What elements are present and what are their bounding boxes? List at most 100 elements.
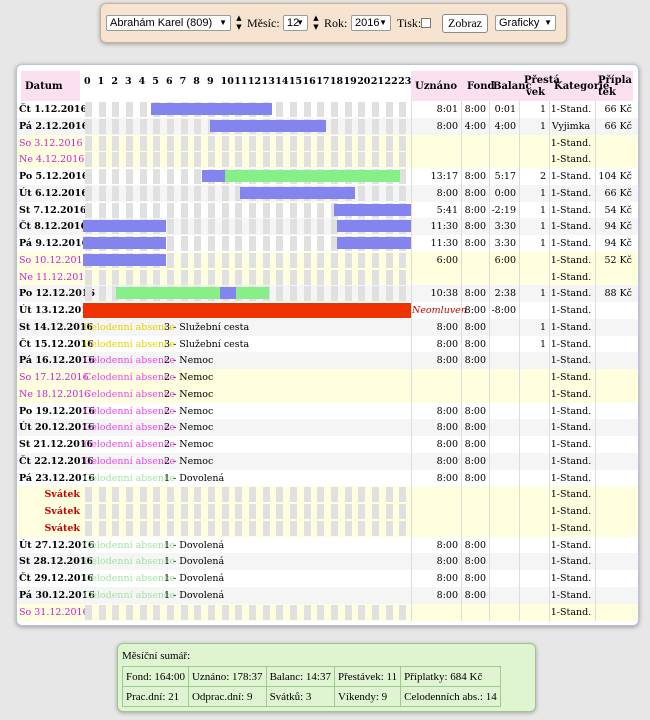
row-approved-cell [411,586,461,604]
summary-title: Měsíční sumář: [122,650,191,662]
row-approved-cell [411,369,461,386]
hour-cell [221,202,229,218]
show-button[interactable]: Zobraz [442,14,488,33]
hour-cell [85,102,92,117]
hour-cell [85,504,92,519]
employee-select[interactable]: Abrahám Karel (809) ▼ [106,15,231,31]
hour-cell [385,135,393,151]
row-fund [462,486,486,503]
hour-cell [112,520,120,536]
row-approved: 10:38 [430,288,458,300]
work-bar [201,170,226,182]
hour-cell [371,252,379,268]
header-hour: 0 [84,76,91,87]
hour-cell [276,219,284,235]
hour-cell [358,604,366,620]
hour-cell [125,202,133,218]
row-approved: 8:00 [436,455,458,467]
row-balance [490,604,516,621]
row-bonus [596,436,632,453]
work-bar [151,103,272,115]
row-breaks [520,135,546,152]
hour-cell [248,604,256,620]
table-row: Svátek 1-Stand. [17,519,638,537]
hour-cell [330,604,338,620]
row-bonus: 104 Kč [598,171,632,182]
hour-cell [399,152,407,168]
hour-cell [317,604,325,620]
hour-cell [385,102,393,117]
row-breaks-cell [519,151,549,169]
hour-cell [248,152,256,168]
hour-cell [166,504,174,519]
month-select[interactable]: 12 ▼ [283,15,308,31]
row-category: 1-Stand. [550,422,592,434]
row-bonus: 54 Kč [604,204,632,216]
row-breaks: 1 [539,321,546,333]
hour-cell [221,504,229,519]
hour-cell [112,504,120,519]
row-absence-reason: 1 - Dovolená [164,539,225,551]
hour-cell [153,135,161,151]
header-hour: 6 [165,76,173,87]
hour-cell [153,487,161,503]
month-spinner-icon[interactable]: ▲ ▼ [313,14,319,31]
hour-cell [371,135,379,151]
row-bonus-cell [595,570,635,587]
hour-cell [139,185,147,201]
hour-cell [262,487,270,503]
table-row: Út 27.12.2016 Celodenní absence 1 - Dovole… [17,536,638,554]
row-category-cell [549,519,595,537]
view-mode-select[interactable]: Graficky ▼ [495,15,556,31]
hour-cell [317,219,325,235]
row-approved-cell [411,318,461,336]
row-category: 1-Stand. [550,556,592,568]
row-approved-cell [411,101,461,118]
row-bonus-cell [595,385,635,403]
hour-cell [276,252,284,268]
row-category: 1-Stand. [550,455,592,467]
row-fund-cell [461,318,489,336]
row-fund: 8:00 [464,104,486,115]
row-balance-cell [489,101,519,118]
hour-cell [85,520,92,536]
row-bonus-cell [595,369,635,386]
hour-cell [207,236,215,251]
hour-cell [289,269,297,285]
hour-cell [221,185,229,201]
row-fund-cell [461,586,489,604]
row-breaks [520,252,546,269]
header-hour: 1 [97,76,105,87]
row-bonus-cell [595,402,635,420]
chevron-down-icon: ▼ [296,18,304,27]
employee-spinner-icon[interactable]: ▲ ▼ [236,14,242,31]
row-breaks-cell [519,184,549,202]
hour-cell [399,169,407,184]
row-fund: 8:00 [464,338,486,350]
table-row: St 21.12.2016 Celodenní absence 2 - Nemoc 8… [17,436,638,453]
row-approved [412,369,458,386]
print-checkbox[interactable] [421,18,431,28]
hour-cell [399,604,407,620]
hour-cell [221,152,229,168]
row-approved: 8:00 [436,120,458,132]
hour-cell [344,152,352,168]
row-approved [412,269,458,286]
row-breaks-cell [519,117,549,135]
row-fund-cell [461,452,489,470]
year-select[interactable]: 2016 ▼ [351,15,391,31]
table-row: Po 5.12.2016 13:17 8:00 5:17 2 1-Stand. 104 Kč [17,168,638,185]
hour-cell [194,185,202,201]
row-approved-cell [411,117,461,135]
hour-cell [317,252,325,268]
summary-fund: Fond: 164:00 [122,666,189,687]
row-category: 1-Stand. [550,439,592,450]
row-category-cell [549,151,595,169]
hour-cell [112,102,120,117]
header-hour: 20 [357,76,371,87]
row-approved-cell [411,452,461,470]
chevron-down-icon: ▼ [219,18,227,27]
row-breaks-cell [519,218,549,236]
hour-cell [194,604,202,620]
header-hour: 15 [288,76,303,87]
